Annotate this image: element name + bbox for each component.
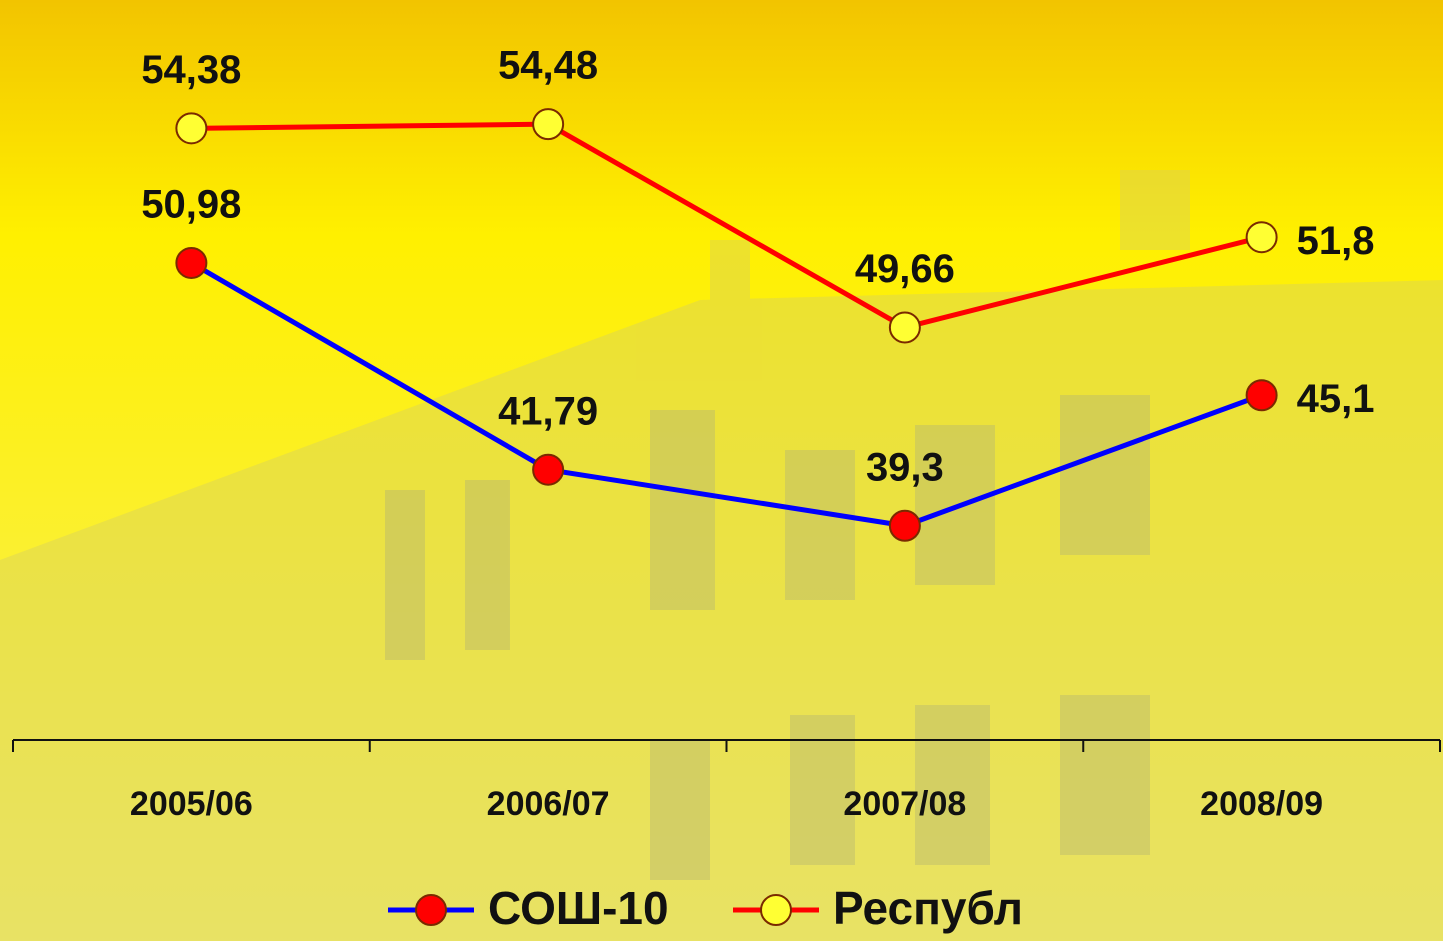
marker	[890, 511, 920, 541]
data-label: 49,66	[855, 247, 955, 291]
legend-marker	[761, 895, 791, 925]
x-tick-label: 2007/08	[843, 785, 966, 823]
x-tick-label: 2006/07	[487, 785, 610, 823]
marker	[890, 312, 920, 342]
page: {"chart_data": {"type": "line", "categor…	[0, 0, 1443, 941]
x-tick-label: 2005/06	[130, 785, 253, 823]
legend-label: Республ	[833, 882, 1023, 934]
marker	[176, 113, 206, 143]
data-label: 45,1	[1297, 377, 1375, 421]
data-label: 50,98	[141, 183, 241, 227]
marker	[533, 109, 563, 139]
marker	[533, 455, 563, 485]
data-label: 54,48	[498, 44, 598, 88]
legend-label: СОШ-10	[488, 882, 669, 934]
data-label: 39,3	[866, 445, 944, 489]
data-label: 51,8	[1297, 219, 1375, 263]
x-tick-label: 2008/09	[1200, 785, 1323, 823]
marker	[1247, 380, 1277, 410]
chart: СОШ-10 Республ 2005/06 2006/07 2007/08 2008/…	[0, 0, 1443, 941]
legend-marker	[416, 895, 446, 925]
marker	[176, 248, 206, 278]
data-label: 54,38	[141, 48, 241, 92]
marker	[1247, 222, 1277, 252]
data-label: 41,79	[498, 389, 598, 433]
